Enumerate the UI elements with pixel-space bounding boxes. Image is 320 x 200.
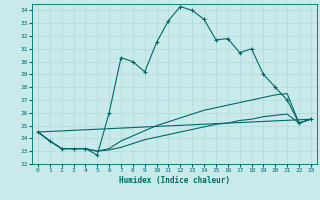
- X-axis label: Humidex (Indice chaleur): Humidex (Indice chaleur): [119, 176, 230, 185]
